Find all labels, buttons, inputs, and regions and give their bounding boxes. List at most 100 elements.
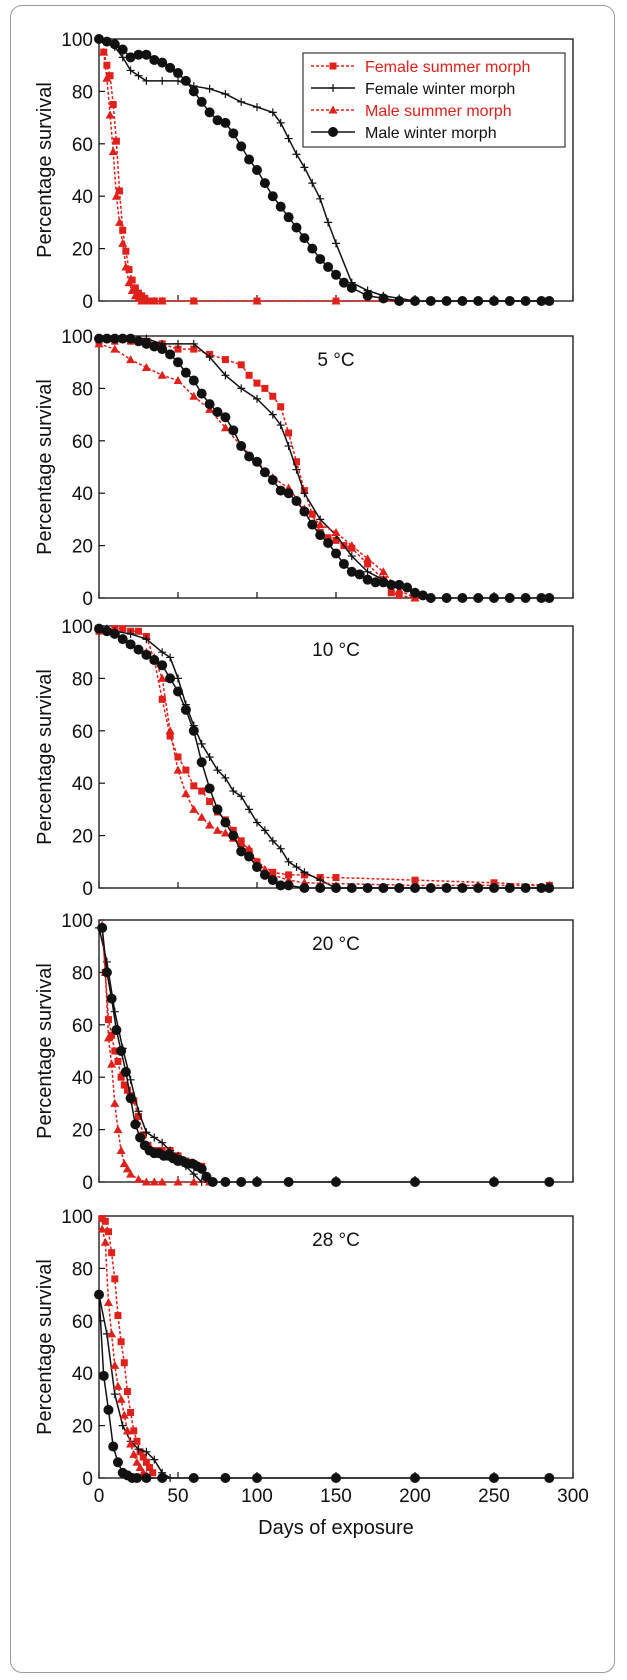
data-point (275, 880, 286, 891)
data-point (204, 399, 215, 410)
panel-5-ytick-label: 80 (72, 1259, 93, 1280)
data-point (125, 333, 136, 344)
data-point (267, 475, 278, 486)
data-point (108, 147, 118, 156)
data-point (157, 673, 167, 682)
data-point (174, 345, 182, 353)
data-point (188, 375, 199, 386)
data-point (129, 1449, 139, 1458)
data-point (142, 1458, 150, 1466)
data-point (116, 1146, 126, 1155)
data-point (410, 1473, 420, 1483)
xtick-label: 50 (167, 1486, 188, 1507)
data-point (157, 1177, 167, 1186)
data-point (275, 201, 286, 212)
data-point (173, 1177, 183, 1186)
data-point (104, 1016, 112, 1024)
data-point (101, 36, 112, 47)
data-point (236, 838, 246, 847)
panel-1-ytick-label: 20 (72, 240, 93, 261)
data-point (283, 880, 294, 891)
data-point (118, 1421, 127, 1430)
data-point (489, 593, 499, 603)
data-point (166, 732, 174, 740)
data-point (181, 789, 191, 798)
data-point (228, 830, 239, 841)
data-point (363, 554, 373, 563)
data-point (118, 238, 128, 247)
panel-4-series-markers (95, 923, 214, 1186)
data-point (117, 44, 128, 55)
data-point (276, 118, 285, 127)
data-point (196, 1163, 207, 1174)
data-point (457, 883, 468, 893)
data-point (425, 593, 436, 603)
panel-4-ytick-label: 60 (72, 1016, 93, 1037)
data-point (245, 371, 253, 379)
panel-2-frame (98, 335, 574, 599)
data-point (267, 191, 278, 202)
panel-2-series-markers (94, 333, 555, 603)
data-point (136, 1448, 144, 1456)
data-point (205, 753, 214, 761)
panel-3-frame (98, 625, 574, 889)
data-point (299, 883, 310, 893)
data-point (489, 883, 499, 893)
data-point (111, 1047, 119, 1055)
data-point (204, 783, 215, 794)
data-point (338, 277, 349, 288)
legend-marker (328, 105, 338, 114)
data-point (378, 577, 389, 588)
data-point (134, 1107, 143, 1116)
data-point (133, 49, 144, 60)
data-point (157, 660, 168, 671)
data-point (101, 967, 112, 978)
data-point (237, 384, 246, 393)
data-point (122, 1164, 132, 1173)
data-point (109, 101, 117, 108)
legend-label: Female winter morph (365, 81, 515, 98)
data-point (276, 844, 285, 853)
legend-marker-shape (329, 62, 337, 70)
data-point (378, 883, 389, 893)
data-point (394, 883, 405, 893)
panel-2-ytick-label: 100 (61, 327, 93, 348)
data-point (370, 577, 381, 588)
data-point (331, 528, 341, 536)
data-point (115, 217, 125, 226)
data-point (489, 1473, 499, 1483)
legend-marker-shape (328, 127, 338, 137)
data-point (332, 874, 340, 882)
data-point (394, 296, 405, 306)
data-point (197, 739, 206, 748)
data-point (411, 876, 419, 884)
data-point (110, 1360, 120, 1369)
data-point (292, 465, 301, 474)
data-point (103, 1033, 113, 1042)
data-point (544, 1177, 555, 1187)
data-point (284, 857, 293, 866)
data-point (133, 336, 144, 347)
panel-4-series-markers (98, 924, 214, 1186)
data-point (131, 1473, 142, 1483)
data-point (109, 628, 120, 639)
data-point (362, 290, 373, 301)
data-point (354, 569, 365, 580)
data-point (182, 766, 190, 774)
data-point (173, 68, 183, 79)
data-point (300, 489, 309, 498)
data-point (284, 442, 293, 451)
panel-2-ylabel: Percentage survival (34, 379, 56, 555)
data-point (141, 649, 152, 660)
data-point (544, 593, 555, 603)
data-point (284, 134, 293, 143)
data-point (123, 1086, 131, 1094)
data-point (205, 84, 214, 93)
data-point (132, 1457, 142, 1466)
data-point (106, 993, 117, 1004)
xtick-label: 300 (557, 1486, 589, 1507)
data-point (142, 1128, 151, 1137)
data-point (221, 356, 229, 364)
panel-3-ytick-label: 80 (72, 669, 93, 690)
